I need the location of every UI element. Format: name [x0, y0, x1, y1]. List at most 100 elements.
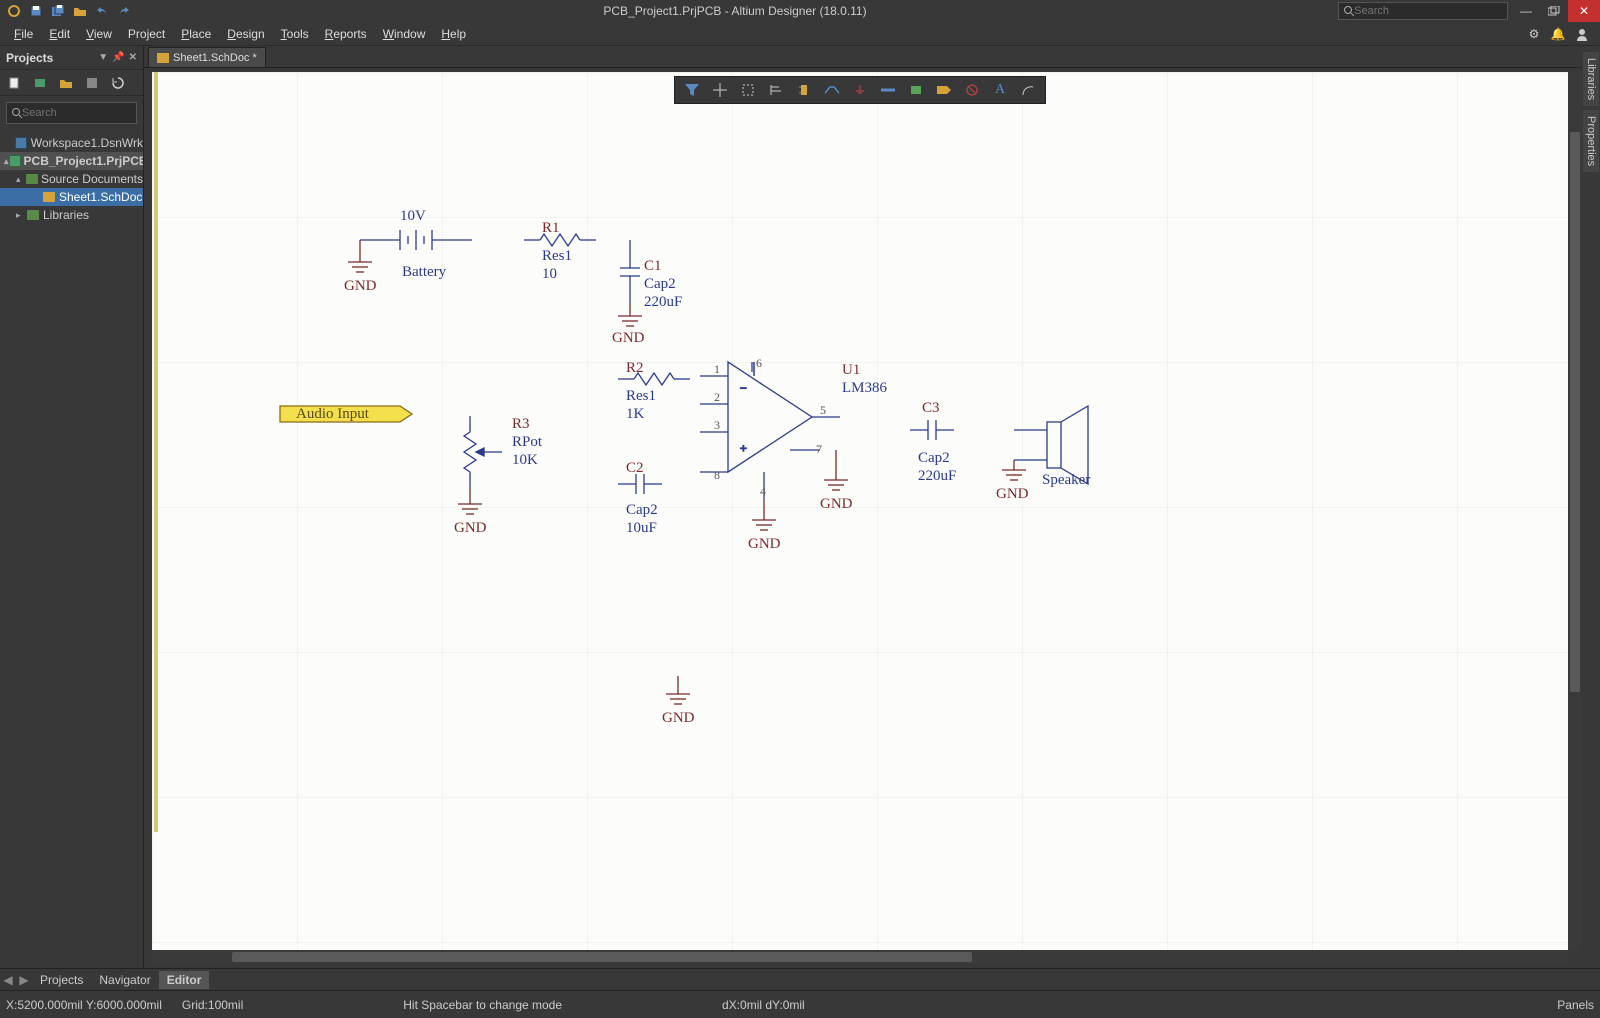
c2-desig: C2: [626, 460, 644, 477]
arc-icon[interactable]: [1015, 79, 1041, 101]
bottom-tab-switcher: ◀ ▶ Projects Navigator Editor: [0, 968, 1600, 990]
bus-icon[interactable]: [875, 79, 901, 101]
projects-panel: Projects ▼ 📌 ✕ Workspace1.DsnWrk ▴PCB_Pr…: [0, 46, 144, 968]
status-panels-button[interactable]: Panels: [1557, 998, 1594, 1012]
window-title: PCB_Project1.PrjPCB - Altium Designer (1…: [132, 4, 1338, 18]
settings-icon[interactable]: ⚙: [1526, 26, 1542, 42]
menu-reports[interactable]: Reports: [317, 24, 375, 44]
menu-view[interactable]: View: [78, 24, 120, 44]
bottom-tab-editor[interactable]: Editor: [159, 971, 210, 989]
battery-name: Battery: [402, 264, 446, 281]
undo-icon[interactable]: [94, 3, 110, 19]
vertical-scrollbar[interactable]: [1568, 72, 1582, 950]
document-tabbar: Sheet1.SchDoc *: [144, 46, 1582, 68]
new-board-icon[interactable]: [32, 75, 48, 91]
settings2-icon[interactable]: [84, 75, 100, 91]
user-icon[interactable]: [1574, 26, 1590, 42]
c2-value: 10uF: [626, 520, 657, 537]
u1-pin5: 5: [820, 403, 826, 418]
r2-value: 1K: [626, 406, 644, 423]
panel-pin-icon[interactable]: 📌: [112, 52, 124, 63]
title-search-input[interactable]: [1354, 5, 1503, 17]
tree-libraries[interactable]: ▸Libraries: [0, 206, 143, 224]
save-icon[interactable]: [28, 3, 44, 19]
bottom-tab-navigator[interactable]: Navigator: [91, 971, 158, 989]
r1-value: 10: [542, 266, 557, 283]
noerr-icon[interactable]: [959, 79, 985, 101]
menu-project[interactable]: Project: [120, 24, 173, 44]
menu-help[interactable]: Help: [433, 24, 474, 44]
document-tab[interactable]: Sheet1.SchDoc *: [148, 47, 266, 67]
power-icon[interactable]: [847, 79, 873, 101]
tab-prev-icon[interactable]: ◀: [0, 973, 16, 987]
status-coords: X:5200.000mil Y:6000.000mil: [6, 998, 162, 1012]
select-icon[interactable]: [735, 79, 761, 101]
menu-window[interactable]: Window: [375, 24, 434, 44]
schematic-canvas[interactable]: A: [152, 72, 1568, 950]
r2-desig: R2: [626, 360, 644, 377]
tree-project[interactable]: ▴PCB_Project1.PrjPCB: [0, 152, 143, 170]
tree-workspace[interactable]: Workspace1.DsnWrk: [0, 134, 143, 152]
wire-icon[interactable]: [819, 79, 845, 101]
battery-gnd: GND: [344, 278, 377, 295]
c1-desig: C1: [644, 258, 662, 275]
tab-libraries[interactable]: Libraries: [1583, 52, 1599, 106]
tab-next-icon[interactable]: ▶: [16, 973, 32, 987]
open-icon[interactable]: [72, 3, 88, 19]
c3-name: Cap2: [918, 450, 950, 467]
menu-file[interactable]: File: [6, 24, 41, 44]
u1-pin1: 1: [714, 362, 720, 377]
align-icon[interactable]: [763, 79, 789, 101]
u1-pin2: 2: [714, 390, 720, 405]
menu-tools[interactable]: Tools: [273, 24, 317, 44]
menu-place[interactable]: Place: [173, 24, 219, 44]
projects-panel-title: Projects: [6, 51, 53, 65]
redo-icon[interactable]: [116, 3, 132, 19]
projects-tree: Workspace1.DsnWrk ▴PCB_Project1.PrjPCB ▴…: [0, 130, 143, 228]
filter-icon[interactable]: [679, 79, 705, 101]
tab-properties[interactable]: Properties: [1583, 110, 1599, 172]
u1-pin4: 4: [760, 484, 766, 499]
panel-close-icon[interactable]: ✕: [129, 52, 137, 63]
horizontal-scrollbar[interactable]: [152, 950, 1568, 964]
panel-menu-icon[interactable]: ▼: [98, 52, 108, 63]
save-all-icon[interactable]: [50, 3, 66, 19]
text-icon[interactable]: A: [987, 79, 1013, 101]
status-bar: X:5200.000mil Y:6000.000mil Grid:100mil …: [0, 990, 1600, 1018]
u1-pin8: 8: [714, 468, 720, 483]
status-delta: dX:0mil dY:0mil: [722, 998, 805, 1012]
notifications-icon[interactable]: 🔔: [1550, 26, 1566, 42]
r2-name: Res1: [626, 388, 656, 405]
projects-panel-header: Projects ▼ 📌 ✕: [0, 46, 143, 70]
compile-icon[interactable]: [58, 75, 74, 91]
c2-name: Cap2: [626, 502, 658, 519]
projects-search-input[interactable]: [22, 107, 132, 119]
tree-source-docs[interactable]: ▴Source Documents: [0, 170, 143, 188]
tree-sheet[interactable]: Sheet1.SchDoc: [0, 188, 143, 206]
title-search[interactable]: [1338, 2, 1508, 20]
c3-value: 220uF: [918, 468, 956, 485]
refresh-icon[interactable]: [110, 75, 126, 91]
schematic-drawing: − +: [152, 72, 1452, 832]
menu-design[interactable]: Design: [219, 24, 272, 44]
move-icon[interactable]: [707, 79, 733, 101]
port-icon[interactable]: [931, 79, 957, 101]
u1-pin7: 7: [816, 442, 822, 457]
close-button[interactable]: ✕: [1568, 0, 1600, 22]
sheet-icon[interactable]: [903, 79, 929, 101]
speaker-name: Speaker: [1042, 472, 1090, 489]
menu-edit[interactable]: Edit: [41, 24, 78, 44]
projects-toolbar: [0, 70, 143, 96]
c3-desig: C3: [922, 400, 940, 417]
part-icon[interactable]: [791, 79, 817, 101]
port-audio-input[interactable]: Audio Input: [296, 406, 369, 423]
new-doc-icon[interactable]: [6, 75, 22, 91]
minimize-button[interactable]: —: [1512, 0, 1540, 22]
status-hint: Hit Spacebar to change mode: [403, 998, 562, 1012]
projects-search[interactable]: [6, 102, 137, 124]
gnd-float: GND: [662, 710, 695, 727]
bottom-tab-projects[interactable]: Projects: [32, 971, 91, 989]
title-bar: PCB_Project1.PrjPCB - Altium Designer (1…: [0, 0, 1600, 22]
maximize-button[interactable]: [1540, 0, 1568, 22]
c1-name: Cap2: [644, 276, 676, 293]
